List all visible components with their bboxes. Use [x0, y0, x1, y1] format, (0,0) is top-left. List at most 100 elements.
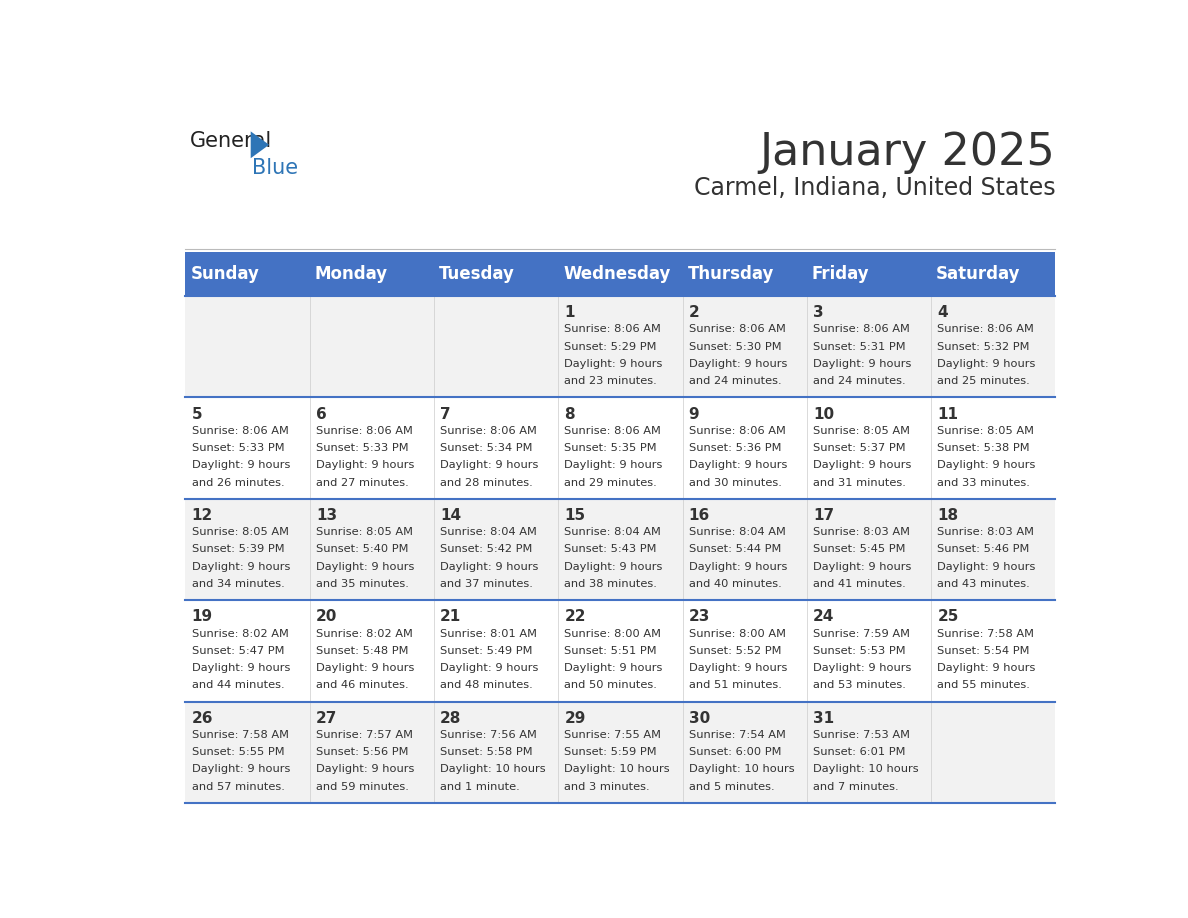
Text: Tuesday: Tuesday [438, 264, 514, 283]
Text: Sunrise: 8:06 AM: Sunrise: 8:06 AM [440, 426, 537, 436]
Text: Blue: Blue [252, 158, 298, 178]
Text: Daylight: 9 hours: Daylight: 9 hours [316, 460, 415, 470]
Text: Sunset: 5:36 PM: Sunset: 5:36 PM [689, 443, 782, 453]
Text: Sunset: 5:43 PM: Sunset: 5:43 PM [564, 544, 657, 554]
Text: Sunrise: 8:06 AM: Sunrise: 8:06 AM [937, 324, 1035, 334]
Text: 22: 22 [564, 610, 586, 624]
Text: 7: 7 [440, 407, 450, 421]
Text: and 40 minutes.: and 40 minutes. [689, 579, 782, 588]
Text: Daylight: 9 hours: Daylight: 9 hours [316, 765, 415, 775]
Text: 24: 24 [813, 610, 834, 624]
Text: 2: 2 [689, 305, 700, 320]
Text: and 55 minutes.: and 55 minutes. [937, 680, 1030, 690]
Text: Daylight: 9 hours: Daylight: 9 hours [937, 460, 1036, 470]
Text: Daylight: 9 hours: Daylight: 9 hours [813, 359, 911, 369]
Text: Sunrise: 7:57 AM: Sunrise: 7:57 AM [316, 730, 413, 740]
Text: Sunrise: 8:02 AM: Sunrise: 8:02 AM [316, 629, 412, 639]
Text: 17: 17 [813, 508, 834, 523]
Text: Daylight: 9 hours: Daylight: 9 hours [191, 663, 290, 673]
Text: and 37 minutes.: and 37 minutes. [440, 579, 533, 588]
Text: and 28 minutes.: and 28 minutes. [440, 477, 533, 487]
Text: 3: 3 [813, 305, 823, 320]
Text: Daylight: 9 hours: Daylight: 9 hours [564, 460, 663, 470]
Text: 21: 21 [440, 610, 461, 624]
Text: Sunrise: 8:03 AM: Sunrise: 8:03 AM [813, 527, 910, 537]
Text: 15: 15 [564, 508, 586, 523]
Text: and 46 minutes.: and 46 minutes. [316, 680, 409, 690]
Text: 18: 18 [937, 508, 959, 523]
Text: Daylight: 9 hours: Daylight: 9 hours [813, 663, 911, 673]
Text: 27: 27 [316, 711, 337, 725]
Text: Sunrise: 8:00 AM: Sunrise: 8:00 AM [564, 629, 662, 639]
Text: Sunset: 5:30 PM: Sunset: 5:30 PM [689, 341, 782, 352]
Text: Sunrise: 8:05 AM: Sunrise: 8:05 AM [316, 527, 413, 537]
Text: and 7 minutes.: and 7 minutes. [813, 781, 898, 791]
Text: Sunrise: 7:58 AM: Sunrise: 7:58 AM [191, 730, 289, 740]
Text: Sunset: 6:01 PM: Sunset: 6:01 PM [813, 747, 905, 757]
Text: Daylight: 9 hours: Daylight: 9 hours [937, 562, 1036, 572]
Text: Sunset: 5:37 PM: Sunset: 5:37 PM [813, 443, 905, 453]
Text: Sunset: 5:33 PM: Sunset: 5:33 PM [191, 443, 284, 453]
Text: 5: 5 [191, 407, 202, 421]
Text: Sunrise: 8:06 AM: Sunrise: 8:06 AM [564, 324, 662, 334]
Text: Thursday: Thursday [688, 264, 773, 283]
Text: and 23 minutes.: and 23 minutes. [564, 376, 657, 386]
Text: Sunrise: 8:06 AM: Sunrise: 8:06 AM [316, 426, 412, 436]
Text: Sunset: 5:45 PM: Sunset: 5:45 PM [813, 544, 905, 554]
Text: Sunrise: 7:54 AM: Sunrise: 7:54 AM [689, 730, 785, 740]
Text: and 5 minutes.: and 5 minutes. [689, 781, 775, 791]
Text: Daylight: 9 hours: Daylight: 9 hours [316, 562, 415, 572]
Text: Daylight: 9 hours: Daylight: 9 hours [440, 663, 538, 673]
Bar [185, 397, 1055, 498]
Text: 28: 28 [440, 711, 461, 725]
Text: Sunset: 5:47 PM: Sunset: 5:47 PM [191, 645, 284, 655]
Text: 20: 20 [316, 610, 337, 624]
Text: Daylight: 9 hours: Daylight: 9 hours [191, 562, 290, 572]
Text: Daylight: 9 hours: Daylight: 9 hours [316, 663, 415, 673]
Text: 29: 29 [564, 711, 586, 725]
Text: Sunset: 5:53 PM: Sunset: 5:53 PM [813, 645, 905, 655]
Text: 12: 12 [191, 508, 213, 523]
Text: January 2025: January 2025 [759, 131, 1055, 174]
Text: 30: 30 [689, 711, 710, 725]
Text: 8: 8 [564, 407, 575, 421]
Text: Sunset: 5:31 PM: Sunset: 5:31 PM [813, 341, 905, 352]
Text: Wednesday: Wednesday [563, 264, 670, 283]
Text: Daylight: 9 hours: Daylight: 9 hours [191, 460, 290, 470]
Text: 6: 6 [316, 407, 327, 421]
Text: Daylight: 10 hours: Daylight: 10 hours [440, 765, 545, 775]
Text: and 29 minutes.: and 29 minutes. [564, 477, 657, 487]
Text: 4: 4 [937, 305, 948, 320]
Text: 14: 14 [440, 508, 461, 523]
Text: and 26 minutes.: and 26 minutes. [191, 477, 284, 487]
Bar [185, 600, 1055, 701]
Text: Daylight: 9 hours: Daylight: 9 hours [689, 663, 788, 673]
Text: Sunrise: 8:06 AM: Sunrise: 8:06 AM [689, 324, 785, 334]
Text: and 57 minutes.: and 57 minutes. [191, 781, 284, 791]
Text: Daylight: 9 hours: Daylight: 9 hours [191, 765, 290, 775]
Text: and 48 minutes.: and 48 minutes. [440, 680, 533, 690]
Text: Daylight: 9 hours: Daylight: 9 hours [689, 460, 788, 470]
Text: Sunrise: 8:01 AM: Sunrise: 8:01 AM [440, 629, 537, 639]
Text: 25: 25 [937, 610, 959, 624]
Text: Sunset: 5:38 PM: Sunset: 5:38 PM [937, 443, 1030, 453]
Text: Sunrise: 8:05 AM: Sunrise: 8:05 AM [191, 527, 289, 537]
Text: Sunset: 5:54 PM: Sunset: 5:54 PM [937, 645, 1030, 655]
Text: Sunset: 5:48 PM: Sunset: 5:48 PM [316, 645, 409, 655]
Text: and 51 minutes.: and 51 minutes. [689, 680, 782, 690]
Text: Monday: Monday [315, 264, 387, 283]
Text: 1: 1 [564, 305, 575, 320]
Text: Sunset: 5:58 PM: Sunset: 5:58 PM [440, 747, 532, 757]
Text: Sunrise: 8:05 AM: Sunrise: 8:05 AM [813, 426, 910, 436]
Text: 26: 26 [191, 711, 213, 725]
Text: Sunset: 5:51 PM: Sunset: 5:51 PM [564, 645, 657, 655]
Text: and 1 minute.: and 1 minute. [440, 781, 520, 791]
Text: Daylight: 9 hours: Daylight: 9 hours [689, 359, 788, 369]
Text: Sunrise: 7:58 AM: Sunrise: 7:58 AM [937, 629, 1035, 639]
Text: 16: 16 [689, 508, 710, 523]
Text: Sunrise: 8:04 AM: Sunrise: 8:04 AM [689, 527, 785, 537]
Text: Sunrise: 8:06 AM: Sunrise: 8:06 AM [689, 426, 785, 436]
Text: Sunrise: 7:55 AM: Sunrise: 7:55 AM [564, 730, 662, 740]
Text: Sunset: 5:52 PM: Sunset: 5:52 PM [689, 645, 782, 655]
Text: Sunrise: 8:06 AM: Sunrise: 8:06 AM [564, 426, 662, 436]
